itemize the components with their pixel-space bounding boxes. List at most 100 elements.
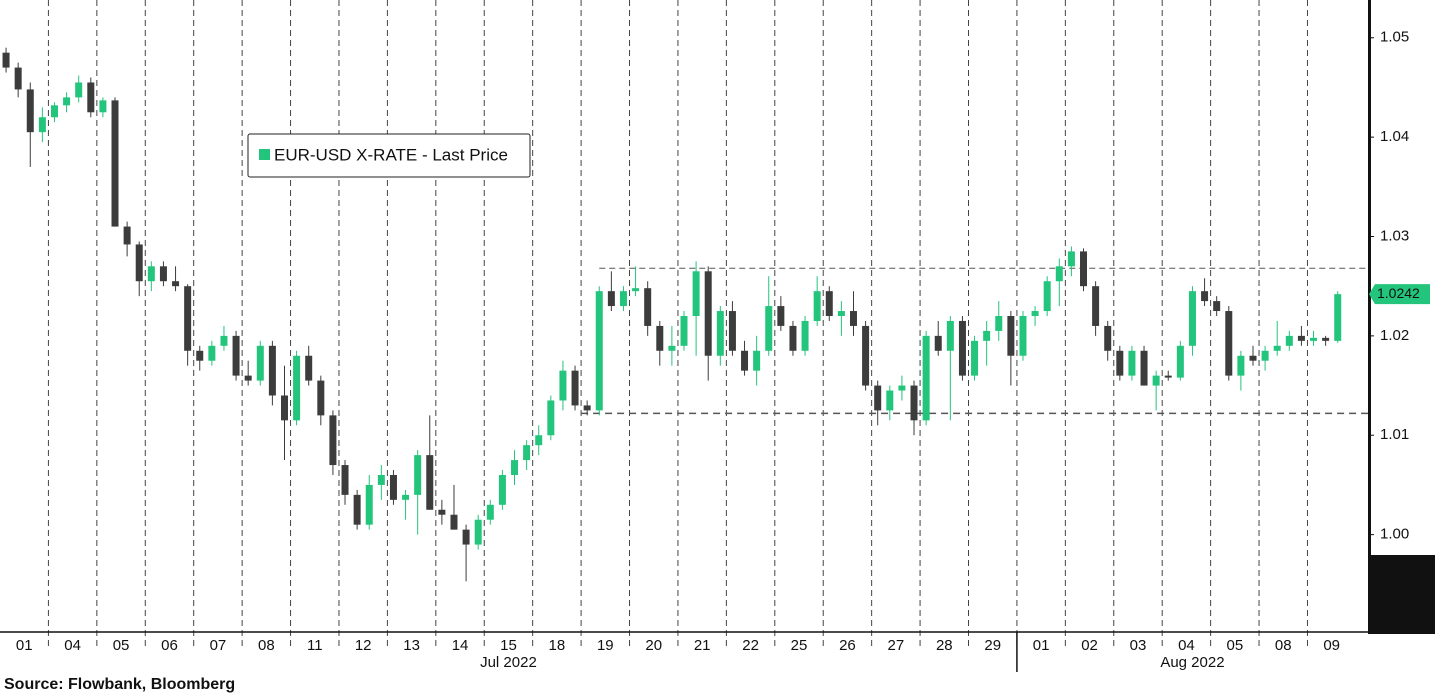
x-tick-label: 05	[1226, 637, 1243, 654]
candle-body	[159, 266, 167, 282]
candles-layer	[2, 47, 1342, 582]
candle-body	[644, 288, 652, 326]
candle-body	[825, 291, 833, 316]
candle-body	[571, 370, 579, 406]
y-tick-label: 1.05	[1380, 29, 1409, 46]
x-tick-label: 08	[258, 637, 275, 654]
grid-layer	[47, 0, 1368, 650]
x-tick-label: 18	[549, 637, 566, 654]
y-tick-label: 1.03	[1380, 227, 1409, 244]
x-tick-label: 25	[791, 637, 808, 654]
candle-body	[547, 400, 555, 436]
candle-body	[220, 335, 228, 346]
candle-body	[765, 306, 773, 351]
candle-body	[1310, 337, 1318, 341]
candle-body	[268, 345, 276, 396]
candle-body	[75, 82, 83, 98]
candle-body	[1261, 350, 1269, 361]
x-tick-label: 11	[307, 637, 323, 654]
candle-body	[1007, 316, 1015, 356]
candle-body	[196, 350, 204, 361]
x-tick-label: 06	[161, 637, 178, 654]
candle-body	[995, 316, 1003, 331]
candle-body	[789, 325, 797, 351]
candle-body	[511, 460, 519, 475]
candle-body	[801, 320, 809, 351]
candle-body	[1225, 311, 1233, 376]
x-tick-label: 13	[403, 637, 420, 654]
candle-body	[1249, 355, 1257, 361]
candle-body	[1152, 375, 1160, 386]
candle-body	[450, 514, 458, 530]
x-tick-label: 21	[694, 637, 711, 654]
candle-body	[365, 484, 373, 525]
candle-body	[377, 474, 385, 485]
candle-body	[1116, 350, 1124, 376]
x-tick-label: 12	[355, 637, 372, 654]
candle-body	[1092, 286, 1100, 326]
legend-label: EUR-USD X-RATE - Last Price	[274, 145, 508, 164]
candle-body	[837, 311, 845, 316]
x-tick-label: 20	[645, 637, 662, 654]
x-tick-label: 02	[1081, 637, 1098, 654]
candle-body	[523, 445, 531, 461]
x-tick-label: 14	[452, 637, 469, 654]
candle-body	[619, 291, 627, 307]
candle-body	[50, 105, 58, 118]
y-tick-label: 1.02	[1380, 327, 1409, 344]
candle-body	[1213, 301, 1221, 312]
x-tick-label: 07	[210, 637, 227, 654]
candle-body	[559, 370, 567, 401]
last-price-label: 1.0242	[1377, 285, 1420, 301]
x-tick-label: 29	[984, 637, 1001, 654]
legend-swatch	[259, 149, 270, 160]
x-tick-label: 15	[500, 637, 517, 654]
candle-body	[607, 291, 615, 307]
candle-body	[280, 395, 288, 421]
candle-body	[474, 519, 482, 545]
candle-body	[426, 455, 434, 510]
candle-body	[958, 320, 966, 376]
candle-body	[898, 385, 906, 391]
candle-body	[14, 67, 22, 90]
candle-body	[1273, 345, 1281, 351]
candle-body	[849, 311, 857, 326]
candle-body	[341, 465, 349, 495]
candle-body	[632, 288, 640, 292]
legend-box	[247, 133, 531, 178]
candle-body	[1140, 350, 1148, 386]
candle-body	[462, 529, 470, 545]
x-tick-label: 03	[1130, 637, 1147, 654]
candle-body	[389, 474, 397, 500]
candle-body	[1019, 316, 1027, 356]
candle-body	[1188, 291, 1196, 346]
candle-body	[1322, 337, 1330, 341]
axes-layer: 01 04 05 06 07 08 11 12 13 14 15 18 19 20 21 22 25 26 27 28…	[0, 0, 1435, 672]
candle-body	[728, 311, 736, 351]
candle-body	[486, 504, 494, 520]
candle-body	[716, 311, 724, 356]
candle-body	[910, 385, 918, 421]
candle-body	[680, 316, 688, 346]
candle-body	[498, 474, 506, 505]
candle-body	[862, 325, 870, 386]
candle-body	[402, 494, 410, 500]
candle-body	[87, 82, 95, 113]
candle-body	[741, 350, 749, 371]
candle-body	[704, 271, 712, 356]
candle-body	[256, 345, 264, 381]
y-tick-label: 1.04	[1380, 128, 1409, 145]
candle-body	[946, 320, 954, 351]
candle-body	[208, 345, 216, 361]
x-tick-label: 04	[64, 637, 81, 654]
candle-body	[438, 509, 446, 515]
x-tick-label: 08	[1275, 637, 1292, 654]
candle-body	[1285, 335, 1293, 346]
candle-body	[232, 335, 240, 376]
candle-body	[1297, 335, 1305, 341]
candle-body	[135, 244, 143, 282]
last-price-tag	[1369, 284, 1430, 305]
candle-body	[886, 390, 894, 411]
candle-body	[1201, 291, 1209, 302]
